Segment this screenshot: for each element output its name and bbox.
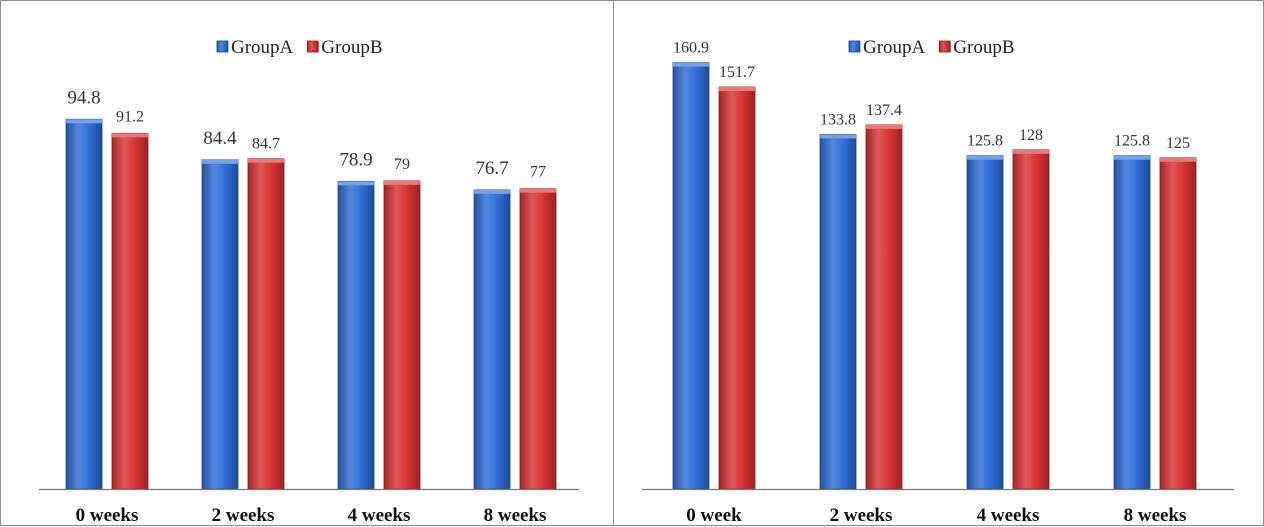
value-label: 133.8 (820, 111, 856, 128)
category-label: 4 weeks (977, 505, 1040, 526)
bar-groupa-4-weeks (337, 180, 375, 490)
bar-top-highlight (1013, 149, 1049, 154)
value-label: 77 (530, 164, 546, 181)
legend-label-groupb: GroupB (953, 37, 1014, 58)
category-label: 8 weeks (484, 505, 547, 526)
bar-top-highlight (1160, 157, 1196, 162)
bar-groupa-8-weeks (473, 189, 511, 490)
bar-groupb-8-weeks (1159, 157, 1197, 490)
bar-top-highlight (248, 158, 284, 163)
bar-top-highlight (474, 189, 510, 194)
bar-top-highlight (967, 155, 1003, 160)
value-label: 128 (1019, 127, 1043, 144)
bar-groupb-2-weeks (865, 124, 903, 490)
chart-panel-left: GroupA GroupB 94.8 91.2 0 weeks 84.4 84.7 2 wee… (0, 0, 614, 526)
bar-groupb-0-weeks (111, 132, 149, 490)
bar-top-highlight (719, 86, 755, 91)
category-label: 2 weeks (212, 505, 275, 526)
value-label: 160.9 (673, 40, 709, 57)
value-label: 76.7 (475, 158, 508, 179)
legend: GroupA GroupB (216, 37, 383, 58)
category-label: 0 week (686, 505, 742, 526)
category-label: 2 weeks (830, 505, 893, 526)
legend-swatch-groupa (848, 40, 861, 53)
category-label: 0 weeks (76, 505, 139, 526)
bar-groupa-0-weeks (65, 118, 103, 490)
bar-top-highlight (520, 188, 556, 193)
bar-top-highlight (673, 62, 709, 67)
bar-groupb-4-weeks (1012, 149, 1050, 490)
bar-chart-left: GroupA GroupB 94.8 91.2 0 weeks 84.4 84.7 2 wee… (39, 37, 579, 526)
value-label: 84.4 (203, 128, 237, 149)
legend-swatch-groupb (306, 40, 319, 53)
legend-swatch-groupb (938, 40, 951, 53)
value-label: 84.7 (252, 136, 280, 153)
value-label: 125.8 (1114, 133, 1150, 150)
bar-chart-right: GroupA GroupB 160.9 151.7 0 week 133.8 137.4 2 … (642, 37, 1234, 526)
bar-top-highlight (1114, 155, 1150, 160)
category-label: 8 weeks (1124, 505, 1187, 526)
legend-label-groupa: GroupA (231, 37, 294, 58)
bar-top-highlight (112, 133, 148, 138)
bar-top-highlight (866, 124, 902, 129)
bar-groupb-2-weeks (247, 158, 285, 490)
legend-swatch-groupa (216, 40, 229, 53)
bar-groupa-2-weeks (201, 159, 239, 490)
value-label: 151.7 (719, 64, 755, 81)
bar-groupa-0-week (672, 62, 710, 490)
bar-top-highlight (338, 181, 374, 186)
bar-groupb-0-week (718, 86, 756, 490)
legend-label-groupb: GroupB (321, 37, 382, 58)
bar-groupa-2-weeks (819, 134, 857, 490)
value-label: 91.2 (116, 108, 144, 125)
legend-label-groupa: GroupA (863, 37, 926, 58)
value-label: 78.9 (339, 149, 372, 170)
value-label: 137.4 (866, 102, 902, 119)
value-label: 94.8 (67, 87, 100, 108)
category-label: 4 weeks (348, 505, 411, 526)
legend: GroupA GroupB (848, 37, 1015, 58)
bar-top-highlight (66, 119, 102, 124)
bar-groupb-4-weeks (383, 180, 421, 490)
bar-top-highlight (820, 134, 856, 139)
value-label: 79 (394, 156, 410, 173)
bar-top-highlight (202, 159, 238, 164)
value-label: 125.8 (967, 133, 1003, 150)
bar-top-highlight (384, 180, 420, 185)
bar-groupb-8-weeks (519, 188, 557, 490)
value-label: 125 (1166, 135, 1190, 152)
chart-panel-right: GroupA GroupB 160.9 151.7 0 week 133.8 137.4 2 … (614, 0, 1264, 526)
bar-groupa-8-weeks (1113, 155, 1151, 490)
bar-groupa-4-weeks (966, 155, 1004, 490)
